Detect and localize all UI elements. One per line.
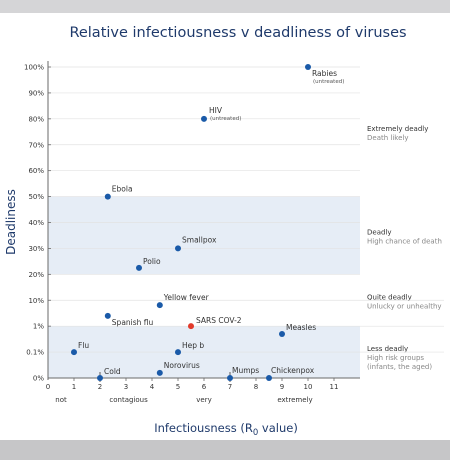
point-label: Chickenpox [271,366,315,375]
point-label: Spanish flu [112,318,154,327]
x-tick-label: 6 [202,383,207,391]
point-label: Ebola [112,185,133,194]
band-sublabel: (infants, the aged) [367,363,432,371]
x-axis-label-suffix: value) [258,421,298,435]
point-marker [71,349,77,356]
x-tick-label: 2 [98,383,102,391]
band-sublabel: Unlucky or unhealthy [367,302,442,310]
point-label: Norovirus [164,361,200,370]
x-tick-label: 10 [304,383,313,391]
points-layer: Rabies(untreated)HIV(untreated)EbolaSmal… [71,64,344,381]
point-label: Hep b [182,341,204,350]
point-marker [266,375,272,381]
band-label: Less deadly [367,345,408,353]
point-marker [201,115,207,122]
bottom-band [0,440,450,460]
y-tick-label: 0.1% [26,349,44,357]
y-tick-label: 0% [33,375,44,383]
point-marker [279,330,285,337]
x-tick-label: 7 [228,383,232,391]
x-axis-label: Infectiousness (R0 value) [154,421,298,438]
y-tick-label: 40% [28,219,44,227]
band-sublabel: High chance of death [367,237,442,245]
point-marker [305,64,311,70]
point-label: SARS COV-2 [196,316,242,325]
y-tick-label: 60% [28,167,44,175]
point-label: Smallpox [182,235,217,244]
point-label: Flu [78,341,89,350]
x-axis-label-subscript: 0 [253,428,258,438]
point-note: (untreated) [210,116,241,122]
chart-title: Relative infectiousness v deadliness of … [69,25,406,41]
point-label: Polio [143,257,161,266]
x-tick-label: 1 [72,383,76,391]
point-marker [156,369,163,376]
band-label: Extremely deadly [367,125,428,133]
y-tick-label: 30% [28,245,44,253]
point-marker [136,264,142,271]
point-marker [175,349,181,356]
band-label: Deadly [367,228,392,236]
point-marker [175,245,181,252]
point-marker [156,302,163,309]
point-marker [227,375,233,381]
band-sublabel: Death likely [367,134,408,142]
band-label: Quite deadly [367,293,412,301]
point-label: Rabies [312,69,337,78]
x-category-label: very [196,396,211,404]
y-tick-label: 20% [28,271,44,279]
y-tick-label: 50% [28,193,44,201]
point-label: Mumps [232,366,259,375]
y-tick-label: 1% [33,323,44,331]
grid-layer [48,66,444,353]
y-tick-label: 100% [24,64,44,72]
x-category-label: contagious [109,396,148,404]
x-tick-label: 9 [280,383,284,391]
x-category-label: not [55,396,67,404]
point-label: HIV [209,106,223,115]
point-marker [188,323,194,330]
y-tick-label: 10% [28,297,44,305]
x-category-label: extremely [277,396,312,404]
band-shade-1 [48,196,360,275]
x-tick-label: 0 [46,383,50,391]
x-tick-label: 8 [254,383,258,391]
x-tick-label: 11 [330,383,339,391]
point-label: Yellow fever [163,293,210,302]
x-tick-label: 4 [150,383,155,391]
point-marker [104,193,111,200]
point-label: Cold [104,367,121,376]
point-marker [104,312,111,319]
y-tick-label: 90% [28,89,44,97]
point-marker [97,375,103,381]
y-axis-label: Deadliness [4,189,18,255]
x-tick-label: 5 [176,383,180,391]
x-tick-label: 3 [124,383,128,391]
point-note: (untreated) [313,79,344,85]
band-sublabel: High risk groups [367,354,424,362]
top-band [0,0,450,13]
x-axis-label-main: Infectiousness (R [154,421,253,435]
y-tick-label: 80% [28,115,44,123]
y-tick-label: 70% [28,141,44,149]
point-label: Measles [286,323,316,332]
